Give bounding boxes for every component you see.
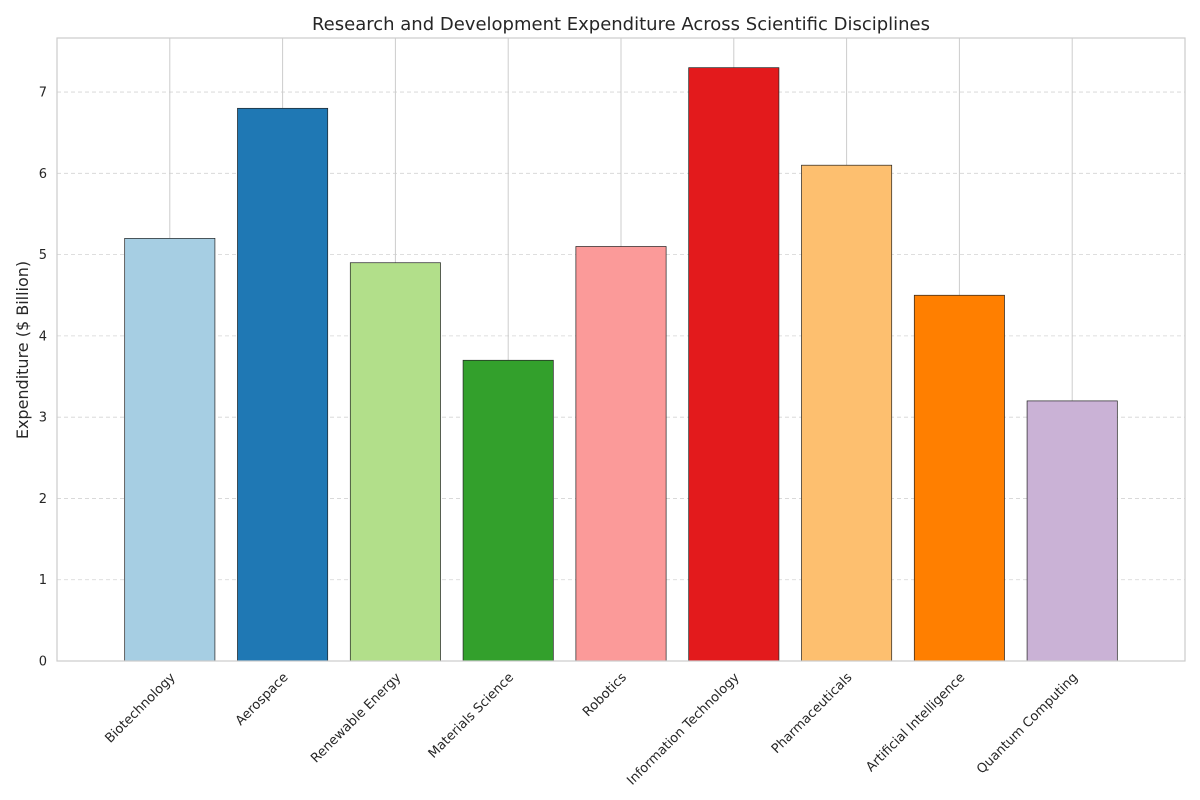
bar-aerospace xyxy=(237,107,329,662)
x-tick-label: Quantum Computing xyxy=(974,670,1081,777)
y-tick-label: 0 xyxy=(39,655,47,670)
y-tick-label: 3 xyxy=(39,411,47,426)
chart-title: Research and Development Expenditure Acr… xyxy=(312,14,930,35)
y-tick-label: 5 xyxy=(39,248,47,263)
bar-information-technology xyxy=(688,67,780,662)
bar-materials-science xyxy=(462,359,554,662)
y-axis-label: Expenditure ($ Billion) xyxy=(13,261,32,439)
bar-robotics xyxy=(575,246,667,662)
y-tick-label: 7 xyxy=(39,86,47,101)
x-tick-label: Materials Science xyxy=(426,670,517,761)
x-tick-label: Biotechnology xyxy=(102,670,178,746)
x-tick-label: Artificial Intelligence xyxy=(863,670,968,775)
y-tick-label: 4 xyxy=(39,329,47,344)
x-tick-label: Pharmaceuticals xyxy=(769,670,856,757)
y-tick-label: 6 xyxy=(39,167,47,182)
y-axis-ticks: 0 1 2 3 4 5 6 7 xyxy=(39,86,47,670)
plot-frame xyxy=(56,37,1186,662)
y-tick-label: 1 xyxy=(39,573,47,588)
bar-quantum-computing xyxy=(1026,400,1118,662)
x-axis-ticks: Biotechnology Aerospace Renewable Energy Ma… xyxy=(102,670,1081,788)
bar-artificial-intelligence xyxy=(913,294,1005,662)
x-tick-label: Information Technology xyxy=(624,670,742,788)
x-tick-label: Robotics xyxy=(580,670,630,720)
bar-renewable-energy xyxy=(349,262,441,662)
x-tick-label: Renewable Energy xyxy=(308,670,404,766)
bar-pharmaceuticals xyxy=(801,164,893,662)
bars xyxy=(124,67,1118,662)
y-tick-label: 2 xyxy=(39,492,47,507)
bar-biotechnology xyxy=(124,238,216,662)
x-tick-label: Aerospace xyxy=(233,670,292,729)
